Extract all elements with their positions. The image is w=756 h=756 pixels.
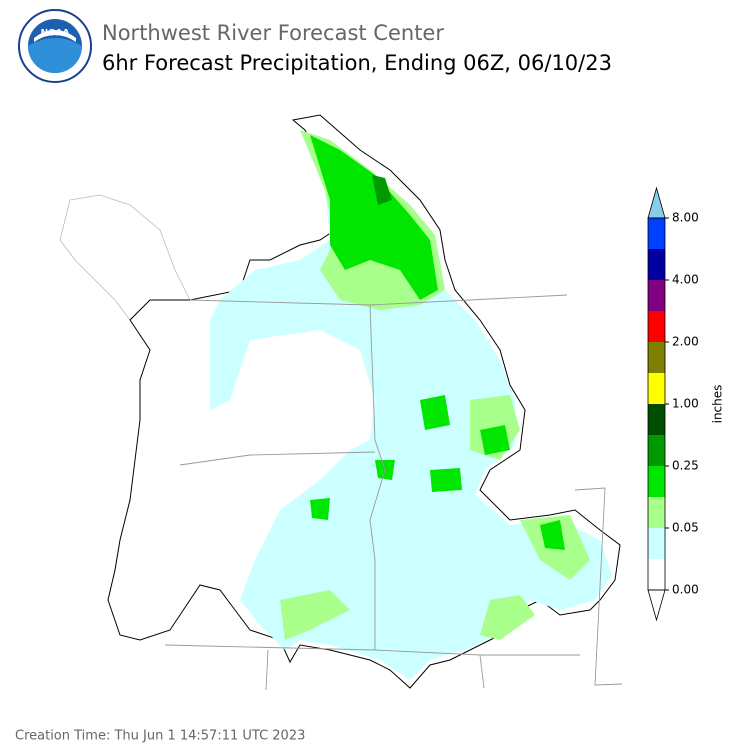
colorbar-label: inches — [711, 385, 725, 424]
colorbar-segment — [648, 404, 665, 435]
logo-text: NOAA — [41, 29, 70, 39]
colorbar-segment — [648, 528, 665, 559]
colorbar: 0.00 0.05 0.25 1.00 2.00 4.00 8.00 — [647, 186, 699, 622]
colorbar-segment — [648, 342, 665, 373]
colorbar-tick-label: 8.00 — [672, 211, 699, 225]
noaa-logo: NOAA — [18, 9, 92, 83]
colorbar-segment — [648, 559, 665, 590]
colorbar-segment — [648, 249, 665, 280]
colorbar-segment — [648, 435, 665, 466]
colorbar-tick-label: 0.05 — [672, 521, 699, 535]
colorbar-segment — [648, 280, 665, 311]
colorbar-tick-label: 0.00 — [672, 583, 699, 597]
subtitle: 6hr Forecast Precipitation, Ending 06Z, … — [102, 51, 612, 75]
colorbar-tick-label: 4.00 — [672, 273, 699, 287]
map — [59, 114, 623, 691]
title: Northwest River Forecast Center — [102, 21, 444, 45]
colorbar-over — [647, 186, 666, 219]
colorbar-segment — [648, 218, 665, 249]
colorbar-tick-label: 2.00 — [672, 335, 699, 349]
creation-time: Creation Time: Thu Jun 1 14:57:11 UTC 20… — [15, 729, 305, 744]
colorbar-segment — [648, 373, 665, 404]
colorbar-tick-label: 1.00 — [672, 397, 699, 411]
colorbar-segment — [648, 311, 665, 342]
colorbar-segment — [648, 466, 665, 497]
colorbar-tick-label: 0.25 — [672, 459, 699, 473]
colorbar-segment — [648, 497, 665, 528]
colorbar-under — [647, 589, 666, 622]
